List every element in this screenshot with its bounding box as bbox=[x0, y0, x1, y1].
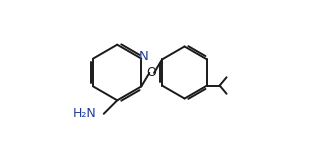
Text: N: N bbox=[139, 50, 148, 63]
Text: H₂N: H₂N bbox=[73, 107, 96, 120]
Text: O: O bbox=[147, 66, 156, 79]
